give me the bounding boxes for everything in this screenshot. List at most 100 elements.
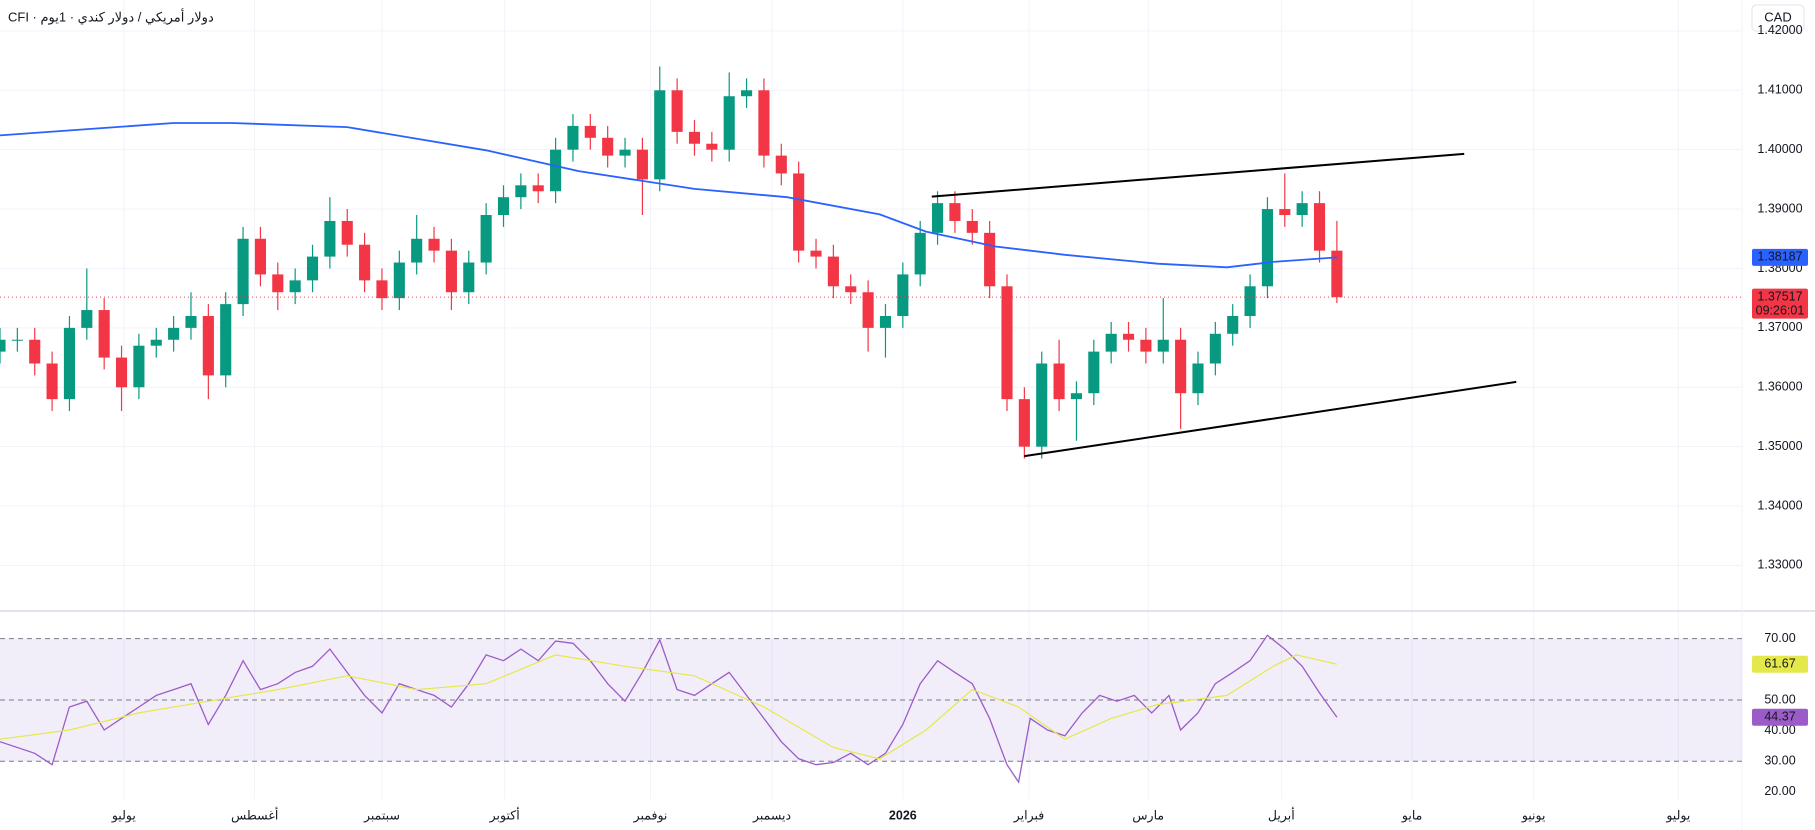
price-tag	[1752, 248, 1808, 266]
candle-body	[497, 197, 510, 216]
candle-body	[879, 315, 892, 328]
candle-body	[984, 232, 996, 287]
x-tick-label: أبريل	[1268, 806, 1295, 823]
candle-body	[1209, 333, 1221, 364]
candle-body	[1105, 333, 1117, 352]
trend-line	[931, 152, 1465, 198]
candle-body	[1088, 351, 1100, 394]
candle-body	[1313, 203, 1326, 251]
candle-body	[688, 131, 701, 144]
candle-body	[862, 292, 874, 328]
candle-body	[63, 327, 76, 400]
x-tick-label: يوليو	[111, 808, 136, 823]
candle-body	[671, 90, 683, 132]
candle-body	[150, 339, 162, 346]
candle-body	[428, 238, 440, 251]
candle-body	[202, 315, 214, 376]
candle-body	[81, 310, 93, 328]
price-tag-label: 1.38187	[1757, 250, 1802, 264]
candle-body	[359, 244, 371, 281]
candle-body	[324, 220, 336, 257]
candle-body	[393, 262, 405, 299]
x-tick-label: 2026	[889, 808, 917, 822]
price-tag-label: 61.67	[1764, 657, 1795, 671]
candle-body	[758, 90, 770, 156]
candle-body	[1157, 339, 1169, 352]
x-tick-label: مايو	[1401, 808, 1422, 823]
candle-body	[0, 339, 6, 352]
candle-body	[550, 149, 562, 192]
candle-body	[220, 304, 232, 376]
candle-body	[515, 185, 527, 198]
y-tick-label: 1.35000	[1757, 439, 1802, 453]
trend-line	[1024, 380, 1517, 458]
candle-body	[133, 345, 145, 388]
candle-body	[793, 173, 805, 251]
candle-body	[445, 250, 457, 293]
x-tick-label: نوفمبر	[633, 808, 668, 823]
price-tag-label: 44.37	[1764, 710, 1795, 724]
candle-body	[1244, 286, 1256, 316]
y-tick-label: 70.00	[1764, 631, 1795, 645]
candle-body	[1070, 393, 1083, 400]
candle-body	[1192, 363, 1204, 394]
price-tag	[1752, 288, 1808, 319]
candle-body	[845, 286, 857, 293]
moving-average	[0, 122, 1337, 269]
candle-body	[1018, 399, 1030, 447]
y-tick-label: 1.34000	[1757, 498, 1802, 512]
x-tick-label: مارس	[1132, 808, 1164, 823]
candle-body	[1053, 363, 1065, 400]
candle-body	[237, 238, 249, 305]
candle-body	[1140, 339, 1152, 352]
currency-label[interactable]: CAD	[1764, 9, 1791, 24]
y-tick-label: 1.41000	[1757, 83, 1802, 97]
y-tick-label: 50.00	[1764, 692, 1795, 706]
price-tag	[1752, 655, 1808, 673]
candle-body	[1001, 286, 1013, 400]
candle-body	[289, 280, 301, 293]
x-tick-label: يوليو	[1665, 808, 1690, 823]
candle-body	[602, 137, 614, 156]
candle-body	[931, 203, 944, 233]
x-tick-label: ديسمبر	[752, 808, 792, 823]
candle-body	[1122, 333, 1135, 340]
candle-body	[115, 357, 128, 388]
candle-body	[46, 363, 58, 400]
x-tick-label: يونيو	[1521, 808, 1546, 823]
y-tick-label: 20.00	[1764, 784, 1795, 798]
currency-button[interactable]	[1751, 4, 1805, 32]
candle-body	[619, 149, 631, 156]
candle-body	[29, 339, 41, 364]
candle-body	[1279, 209, 1291, 216]
countdown-label: 09:26:01	[1756, 303, 1805, 317]
candle-body	[741, 90, 753, 97]
x-tick-label: أكتوبر	[489, 806, 520, 823]
candle-body	[636, 149, 648, 180]
candle-body	[914, 232, 926, 275]
candle-body	[1296, 203, 1308, 216]
y-tick-label: 30.00	[1764, 754, 1795, 768]
candle-body	[376, 280, 388, 299]
rsi-average-line	[0, 654, 1338, 760]
candle-body	[1036, 363, 1048, 447]
y-tick-label: 1.33000	[1757, 558, 1802, 572]
candle-body	[11, 339, 23, 341]
candle-body	[411, 238, 423, 263]
price-tag-label: 1.37517	[1757, 289, 1802, 303]
candle-body	[827, 256, 839, 287]
candle-body	[98, 310, 110, 358]
candle-body	[1331, 250, 1343, 298]
candle-body	[567, 125, 579, 150]
candle-body	[1175, 339, 1187, 394]
y-tick-label: 1.37000	[1757, 320, 1802, 334]
rsi-line	[0, 634, 1338, 784]
candle-body	[966, 220, 978, 233]
candle-body	[254, 238, 266, 275]
y-tick-label: 1.36000	[1757, 380, 1802, 394]
candle-body	[1261, 209, 1273, 287]
